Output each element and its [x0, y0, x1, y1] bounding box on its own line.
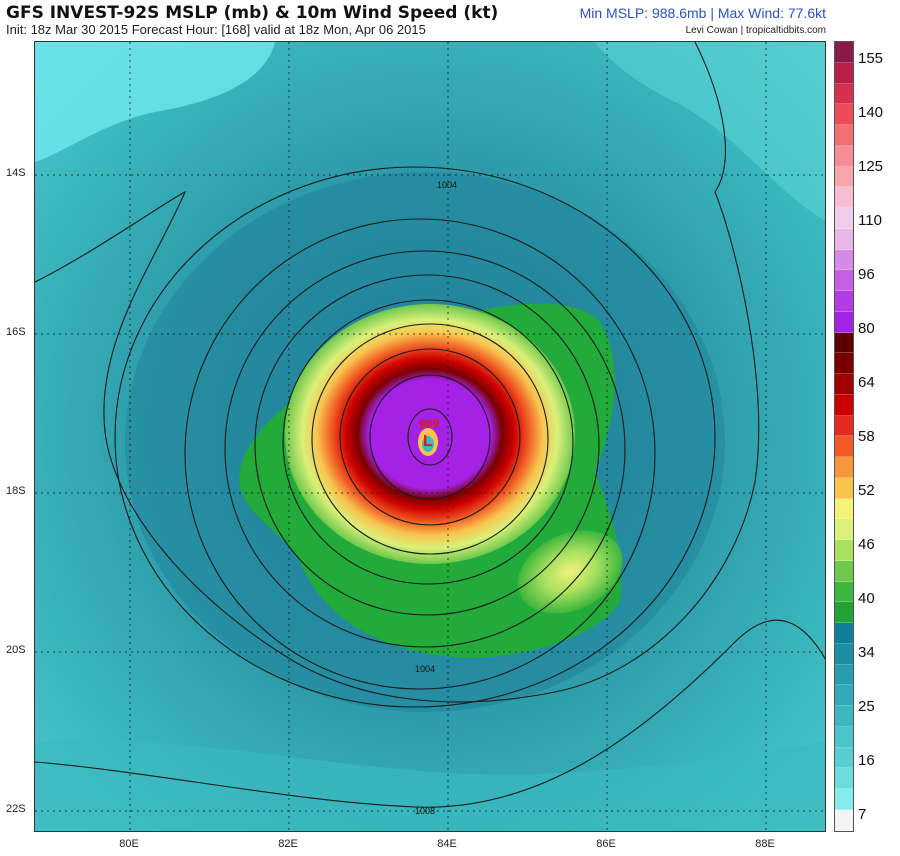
colorbar-swatch — [835, 789, 853, 810]
colorbar-tick-label: 110 — [858, 212, 882, 229]
colorbar-swatch — [835, 394, 853, 416]
calm-region-nw — [35, 42, 275, 162]
init-line: Init: 18z Mar 30 2015 Forecast Hour: [16… — [6, 22, 426, 37]
forecast-map: 1004 1004 1008 989 L — [34, 41, 826, 832]
colorbar-swatch — [835, 706, 853, 727]
lon-label-84e: 84E — [437, 838, 457, 850]
colorbar-tick-label: 155 — [858, 50, 884, 67]
colorbar-swatch — [835, 125, 853, 146]
colorbar-swatch — [835, 104, 853, 125]
colorbar-swatch — [835, 187, 853, 208]
colorbar-swatch — [835, 809, 853, 831]
map-title: GFS INVEST-92S MSLP (mb) & 10m Wind Spee… — [6, 3, 499, 23]
storm-eye-inner — [422, 436, 434, 452]
colorbar-tick-label: 58 — [858, 428, 875, 445]
center-pressure-label: 989 — [419, 417, 439, 431]
colorbar-swatch — [835, 270, 853, 291]
lat-label-22s: 22S — [6, 803, 26, 815]
colorbar-swatch — [835, 228, 853, 250]
colorbar-swatch — [835, 436, 853, 457]
colorbar-swatch — [835, 374, 853, 395]
colorbar-swatch — [835, 166, 853, 188]
colorbar-tick-label: 96 — [858, 266, 875, 283]
lat-label-18s: 18S — [6, 485, 26, 497]
colorbar-swatch — [835, 540, 853, 561]
colorbar-tick-label: 40 — [858, 590, 875, 607]
colorbar-swatch — [835, 83, 853, 105]
colorbar-swatch — [835, 208, 853, 229]
colorbar-swatch — [835, 519, 853, 540]
lon-label-88e: 88E — [755, 838, 775, 850]
wind-speed-colorbar — [834, 41, 854, 832]
colorbar-tick-label: 140 — [858, 104, 884, 121]
colorbar-swatch — [835, 353, 853, 374]
lat-label-14s: 14S — [6, 167, 26, 179]
colorbar-tick-label: 7 — [858, 806, 867, 823]
colorbar-swatch — [835, 145, 853, 167]
colorbar-tick-label: 46 — [858, 536, 875, 553]
colorbar-swatch — [835, 62, 853, 84]
calm-region-ne — [595, 42, 825, 221]
colorbar-swatch — [835, 249, 853, 271]
stats-line: Min MSLP: 988.6mb | Max Wind: 77.6kt — [579, 5, 826, 21]
colorbar-swatch — [835, 623, 853, 644]
colorbar-swatch — [835, 643, 853, 665]
colorbar-swatch — [835, 664, 853, 686]
colorbar-swatch — [835, 291, 853, 312]
lat-label-16s: 16S — [6, 326, 26, 338]
colorbar-swatch — [835, 581, 853, 603]
colorbar-tick-label: 34 — [858, 644, 875, 661]
colorbar-swatch — [835, 560, 853, 582]
colorbar-swatch — [835, 311, 853, 333]
low-pressure-marker: L — [423, 433, 433, 450]
contour-label-north: 1004 — [437, 180, 457, 190]
colorbar-swatch — [835, 685, 853, 706]
isobars — [35, 42, 825, 808]
colorbar-swatch — [835, 415, 853, 437]
colorbar-swatch — [835, 768, 853, 789]
colorbar-swatch — [835, 42, 853, 63]
credit-line: Levi Cowan | tropicaltidbits.com — [685, 25, 826, 36]
colorbar-swatch — [835, 747, 853, 769]
lon-label-86e: 86E — [596, 838, 616, 850]
colorbar-swatch — [835, 602, 853, 623]
colorbar-swatch — [835, 477, 853, 499]
colorbar-tick-label: 16 — [858, 752, 875, 769]
lon-label-80e: 80E — [119, 838, 139, 850]
lat-label-20s: 20S — [6, 644, 26, 656]
contour-label-bottom: 1008 — [415, 806, 435, 816]
contour-label-south: 1004 — [415, 664, 435, 674]
colorbar-tick-label: 80 — [858, 320, 875, 337]
calm-region-south — [35, 739, 825, 831]
colorbar-swatch — [835, 498, 853, 520]
colorbar-tick-label: 52 — [858, 482, 875, 499]
colorbar-swatch — [835, 726, 853, 748]
colorbar-swatch — [835, 332, 853, 354]
colorbar-tick-label: 25 — [858, 698, 875, 715]
colorbar-tick-label: 64 — [858, 374, 875, 391]
colorbar-tick-label: 125 — [858, 158, 884, 175]
lon-label-82e: 82E — [278, 838, 298, 850]
latlon-grid — [35, 42, 825, 831]
colorbar-swatch — [835, 457, 853, 478]
